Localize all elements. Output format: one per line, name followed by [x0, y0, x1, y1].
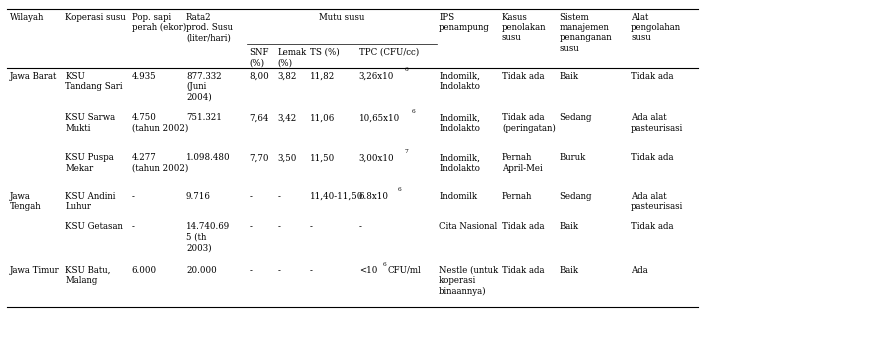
Text: Ada: Ada: [631, 266, 648, 275]
Text: Pernah: Pernah: [502, 192, 533, 201]
Text: Baik: Baik: [560, 266, 579, 275]
Text: 4.750
(tahun 2002): 4.750 (tahun 2002): [132, 113, 189, 133]
Text: Ada alat
pasteurisasi: Ada alat pasteurisasi: [631, 113, 684, 133]
Text: Wilayah: Wilayah: [10, 13, 44, 21]
Text: -: -: [278, 192, 280, 201]
Text: KSU Andini
Luhur: KSU Andini Luhur: [65, 192, 116, 211]
Text: KSU Puspa
Mekar: KSU Puspa Mekar: [65, 153, 114, 173]
Text: 6: 6: [412, 109, 416, 114]
Text: Baik: Baik: [560, 72, 579, 80]
Text: Tidak ada: Tidak ada: [502, 222, 545, 231]
Text: Tidak ada: Tidak ada: [631, 153, 674, 162]
Text: Lemak
(%): Lemak (%): [278, 48, 307, 67]
Text: 3,50: 3,50: [278, 153, 297, 162]
Text: KSU Sarwa
Mukti: KSU Sarwa Mukti: [65, 113, 115, 133]
Text: 9.716: 9.716: [186, 192, 210, 201]
Text: Jawa
Tengah: Jawa Tengah: [10, 192, 41, 211]
Text: Cita Nasional: Cita Nasional: [439, 222, 498, 231]
Text: 11,40-11,50: 11,40-11,50: [310, 192, 363, 201]
Text: KSU Batu,
Malang: KSU Batu, Malang: [65, 266, 111, 285]
Text: 11,82: 11,82: [310, 72, 335, 80]
Text: Baik: Baik: [560, 222, 579, 231]
Text: 7,70: 7,70: [250, 153, 269, 162]
Text: 877.332
(Juni
2004): 877.332 (Juni 2004): [186, 72, 222, 102]
Text: SNF
(%): SNF (%): [250, 48, 269, 67]
Text: -: -: [132, 222, 134, 231]
Text: 3,00x10: 3,00x10: [359, 153, 395, 162]
Text: Tidak ada: Tidak ada: [502, 266, 545, 275]
Text: 7: 7: [405, 149, 409, 154]
Text: 3,42: 3,42: [278, 113, 297, 122]
Text: TPC (CFU/cc): TPC (CFU/cc): [359, 48, 419, 57]
Text: 8,00: 8,00: [250, 72, 270, 80]
Text: Indomilk,
Indolakto: Indomilk, Indolakto: [439, 113, 480, 133]
Text: Pernah
April-Mei: Pernah April-Mei: [502, 153, 543, 173]
Text: Jawa Timur: Jawa Timur: [10, 266, 59, 275]
Text: 1.098.480: 1.098.480: [186, 153, 230, 162]
Text: Pop. sapi
perah (ekor): Pop. sapi perah (ekor): [132, 13, 186, 32]
Text: IPS
penampung: IPS penampung: [439, 13, 490, 32]
Text: Rata2
prod. Susu
(liter/hari): Rata2 prod. Susu (liter/hari): [186, 13, 233, 42]
Text: Indomilk,
Indolakto: Indomilk, Indolakto: [439, 72, 480, 91]
Text: 3,82: 3,82: [278, 72, 297, 80]
Text: -: -: [359, 222, 361, 231]
Text: 11,50: 11,50: [310, 153, 335, 162]
Text: Alat
pengolahan
susu: Alat pengolahan susu: [631, 13, 681, 42]
Text: Mutu susu: Mutu susu: [320, 13, 364, 21]
Text: Buruk: Buruk: [560, 153, 586, 162]
Text: Nestle (untuk
koperasi
binaannya): Nestle (untuk koperasi binaannya): [439, 266, 498, 296]
Text: Ada alat
pasteurisasi: Ada alat pasteurisasi: [631, 192, 684, 211]
Text: -: -: [278, 222, 280, 231]
Text: Indomilk: Indomilk: [439, 192, 478, 201]
Text: -: -: [132, 192, 134, 201]
Text: CFU/ml: CFU/ml: [388, 266, 421, 275]
Text: <10: <10: [359, 266, 377, 275]
Text: -: -: [310, 266, 313, 275]
Text: 14.740.69
5 (th
2003): 14.740.69 5 (th 2003): [186, 222, 230, 252]
Text: KSU
Tandang Sari: KSU Tandang Sari: [65, 72, 123, 91]
Text: 7,64: 7,64: [250, 113, 269, 122]
Text: Tidak ada: Tidak ada: [631, 222, 674, 231]
Text: 6: 6: [382, 262, 386, 267]
Text: Koperasi susu: Koperasi susu: [65, 13, 127, 21]
Text: 6: 6: [404, 67, 409, 72]
Text: 4.935: 4.935: [132, 72, 156, 80]
Text: 4.277
(tahun 2002): 4.277 (tahun 2002): [132, 153, 189, 173]
Text: -: -: [278, 266, 280, 275]
Text: Tidak ada: Tidak ada: [631, 72, 674, 80]
Text: 3,26x10: 3,26x10: [359, 72, 395, 80]
Text: 6.8x10: 6.8x10: [359, 192, 388, 201]
Text: 10,65x10: 10,65x10: [359, 113, 400, 122]
Text: TS (%): TS (%): [310, 48, 340, 57]
Text: -: -: [310, 222, 313, 231]
Text: -: -: [250, 192, 252, 201]
Text: Jawa Barat: Jawa Barat: [10, 72, 57, 80]
Text: KSU Getasan: KSU Getasan: [65, 222, 123, 231]
Text: Tidak ada: Tidak ada: [502, 72, 545, 80]
Text: Tidak ada
(peringatan): Tidak ada (peringatan): [502, 113, 556, 133]
Text: Sedang: Sedang: [560, 192, 592, 201]
Text: 11,06: 11,06: [310, 113, 335, 122]
Text: 6: 6: [397, 187, 402, 192]
Text: Kasus
penolakan
susu: Kasus penolakan susu: [502, 13, 546, 42]
Text: -: -: [250, 222, 252, 231]
Text: 751.321: 751.321: [186, 113, 222, 122]
Text: Sedang: Sedang: [560, 113, 592, 122]
Text: -: -: [250, 266, 252, 275]
Text: 20.000: 20.000: [186, 266, 217, 275]
Text: Sistem
manajemen
penanganan
susu: Sistem manajemen penanganan susu: [560, 13, 612, 53]
Text: Indomilk,
Indolakto: Indomilk, Indolakto: [439, 153, 480, 173]
Text: 6.000: 6.000: [132, 266, 157, 275]
